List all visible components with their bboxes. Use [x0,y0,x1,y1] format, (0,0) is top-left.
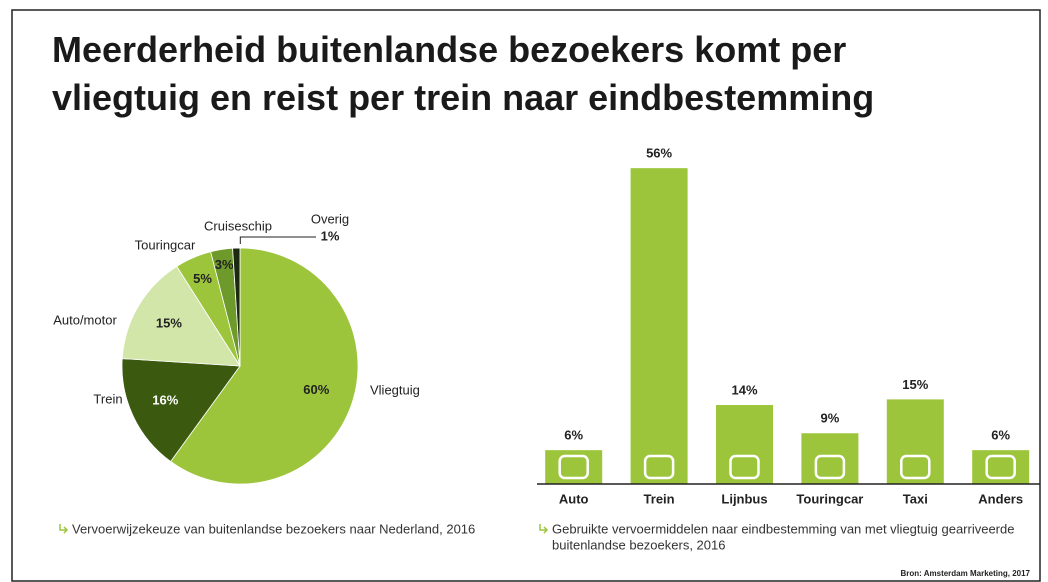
slice-category-label: Trein [93,391,122,406]
category-label: Anders [978,491,1023,506]
pie-slice [170,247,359,485]
bar-value-label: 15% [902,377,928,392]
slice-category-label: Vliegtuig [370,382,420,397]
bar [801,433,859,484]
title-line: vliegtuig en reist per trein naar eindbe… [52,77,874,118]
vehicle-icon [814,454,846,480]
slice-category-label: Cruiseschip [204,218,272,233]
vehicle-icon [729,454,760,480]
slice-category-label: Overig [311,211,349,226]
category-label: Trein [644,491,675,506]
leader-line [239,236,316,245]
frame [11,9,1041,582]
pie-slice [232,247,241,367]
category-label: Auto [559,491,589,506]
slice-value-label: 3% [215,257,234,272]
vehicle-icon [643,454,675,480]
bar [886,399,944,484]
bar-value-label: 6% [991,428,1010,443]
vehicle-icon [558,454,589,480]
bar [630,168,688,484]
bar [716,405,773,484]
caption-arrows [59,524,549,534]
category-label: Touringcar [796,491,863,506]
slice-value-label: 1% [321,228,340,243]
category-label: Lijnbus [721,491,767,506]
bar-value-label: 14% [731,382,757,397]
slice-value-label: 16% [152,393,178,408]
caption: Vervoerwijzekeuze van buitenlandse bezoe… [72,521,475,536]
bar-value-label: 9% [821,411,840,426]
caption: Gebruikte vervoermiddelen naar eindbeste… [552,521,1014,536]
slice-value-label: 5% [193,271,212,286]
pie-slice [121,358,241,463]
bar-value-label: 56% [646,146,672,161]
title-line: Meerderheid buitenlandse bezoekers komt … [52,29,846,70]
arrow-icon [59,524,69,534]
bar-value-label: 6% [564,428,583,443]
slice-value-label: 60% [303,382,329,397]
pie-slice [121,265,241,367]
vehicle-icon [985,454,1016,480]
slice-category-label: Auto/motor [53,312,117,327]
source: Bron: Amsterdam Marketing, 2017 [900,569,1030,578]
category-label: Taxi [903,491,928,506]
vehicle-icon [900,454,931,480]
caption: buitenlandse bezoekers, 2016 [552,537,725,552]
arrow-icon [539,524,549,534]
slice-category-label: Touringcar [135,237,196,252]
slice-value-label: 15% [156,315,182,330]
